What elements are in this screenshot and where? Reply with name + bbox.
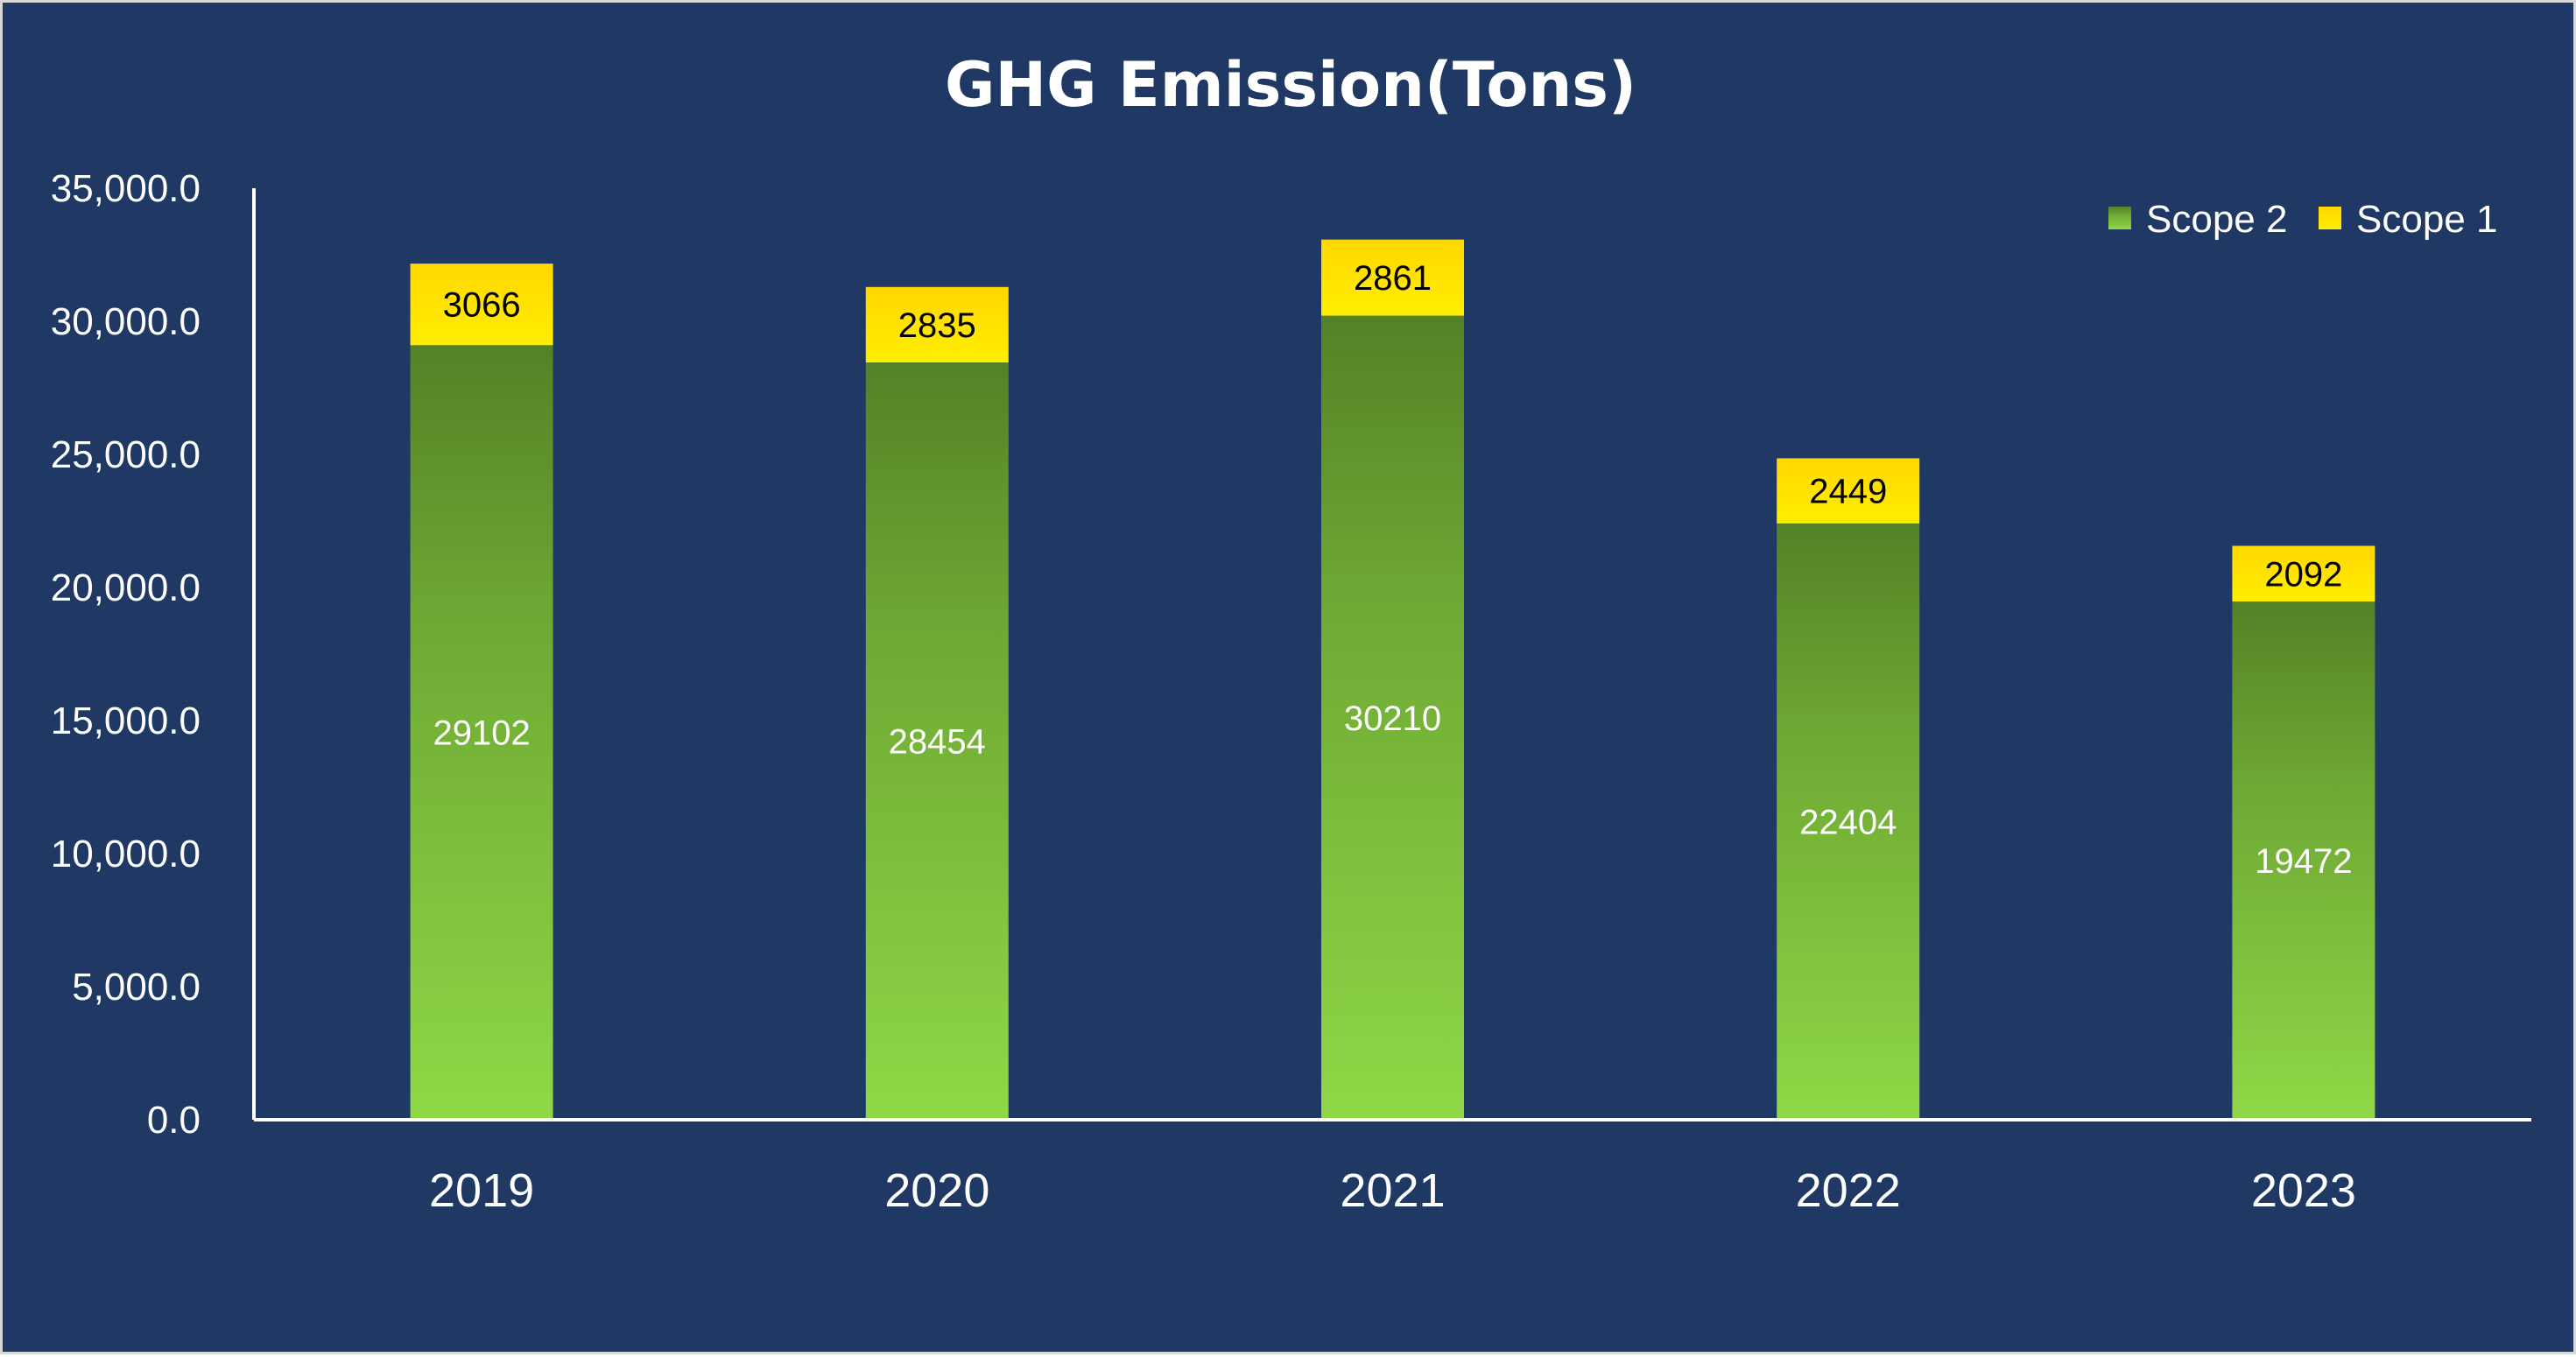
y-tick-label: 25,000.0: [51, 433, 201, 476]
bar-scope-2: [1777, 523, 1920, 1120]
data-label-scope-1: 3066: [443, 286, 521, 325]
y-axis: 0.0 5,000.0 10,000.0 15,000.0 20,000.0 25,000…: [51, 167, 256, 1142]
y-tick-label: 15,000.0: [51, 700, 201, 742]
bar-scope-2: [1321, 315, 1464, 1121]
x-axis: 2019 2020 2021 2022 2023: [254, 1118, 2531, 1217]
bar-scope-2: [410, 345, 553, 1120]
y-tick-label: 0.0: [147, 1099, 201, 1142]
data-label-scope-2: 19472: [2255, 842, 2352, 881]
bar-scope-1: [2232, 545, 2375, 602]
y-tick-label: 5,000.0: [72, 966, 201, 1009]
y-tick-label: 20,000.0: [51, 566, 201, 609]
bar-scope-1: [1777, 458, 1920, 524]
data-label-scope-2: 29102: [433, 714, 530, 753]
data-label-scope-1: 2861: [1354, 259, 1432, 298]
bar-scope-2: [865, 362, 1009, 1120]
y-tick-label: 30,000.0: [51, 300, 201, 343]
bar-scope-2: [2232, 601, 2375, 1120]
data-label-scope-1: 2835: [898, 306, 976, 345]
legend-label: Scope 2: [2146, 198, 2287, 241]
x-tick-label: 2023: [2251, 1164, 2356, 1217]
data-label-scope-1: 2449: [1809, 473, 1887, 511]
x-tick-label: 2021: [1340, 1164, 1445, 1217]
legend-label: Scope 1: [2356, 198, 2497, 241]
data-label-scope-2: 30210: [1344, 700, 1441, 738]
y-tick-label: 35,000.0: [51, 167, 201, 210]
y-tick-label: 10,000.0: [51, 833, 201, 875]
x-tick-label: 2020: [884, 1164, 989, 1217]
x-tick-label: 2022: [1796, 1164, 1901, 1217]
x-tick-label: 2019: [429, 1164, 534, 1217]
legend-swatch: [2108, 207, 2131, 229]
ghg-emission-chart: GHG Emission(Tons) 0.0 5,000.0 10,000.0 15,…: [51, 49, 2531, 1217]
legend: Scope 2 Scope 1: [2108, 198, 2497, 241]
bar-scope-1: [1321, 239, 1464, 316]
legend-swatch: [2319, 207, 2341, 229]
bar-scope-1: [410, 264, 553, 346]
bars: 29102 3066 28454 2835 30210 2861 22404 2449 1947…: [410, 239, 2375, 1121]
data-label-scope-2: 22404: [1799, 803, 1897, 841]
bar-scope-1: [865, 286, 1009, 362]
data-label-scope-2: 28454: [889, 722, 986, 761]
chart-title: GHG Emission(Tons): [945, 49, 1636, 121]
data-label-scope-1: 2092: [2264, 555, 2342, 594]
